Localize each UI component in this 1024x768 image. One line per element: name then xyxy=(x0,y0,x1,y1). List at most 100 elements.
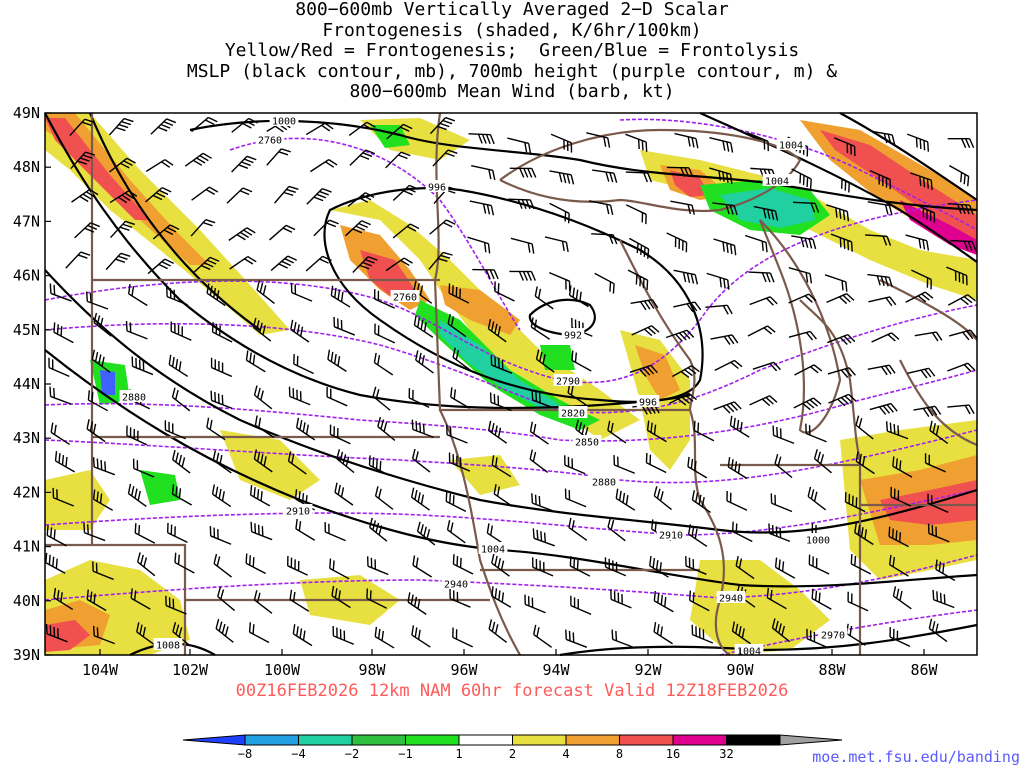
wind-barb xyxy=(209,526,232,545)
wind-barb xyxy=(136,552,156,577)
wind-barb xyxy=(125,320,148,340)
wind-barb xyxy=(306,187,332,205)
colorbar-segment xyxy=(565,734,620,746)
wind-barb xyxy=(217,586,236,612)
wind-barb xyxy=(136,622,155,646)
wind-barb xyxy=(109,190,138,204)
wind-barb xyxy=(468,133,495,145)
wind-barb xyxy=(49,283,72,302)
wind-barb xyxy=(352,256,378,274)
wind-barb xyxy=(549,202,570,224)
wind-barb xyxy=(871,332,900,343)
wind-barb xyxy=(530,317,551,340)
wind-barb xyxy=(892,456,913,478)
wind-barb xyxy=(48,357,70,378)
wind-barb xyxy=(808,554,830,575)
wind-barb xyxy=(345,220,371,237)
height-label-bg xyxy=(818,628,848,640)
wind-barb xyxy=(452,347,472,372)
wind-barb xyxy=(565,629,588,648)
wind-barb xyxy=(709,167,733,185)
wind-barb xyxy=(206,417,226,441)
latitude-label: 49N xyxy=(13,104,40,122)
wind-barb xyxy=(591,233,618,245)
wind-barb xyxy=(744,234,768,253)
height-contour xyxy=(229,137,521,331)
shade-patch xyxy=(820,130,977,240)
wind-barb xyxy=(854,522,874,546)
state-border xyxy=(619,239,696,411)
height-label: 2940 xyxy=(719,594,743,605)
wind-barb xyxy=(245,350,266,373)
wind-barb xyxy=(392,184,419,201)
wind-barb xyxy=(927,523,950,543)
credit-url[interactable]: moe.met.fsu.edu/banding xyxy=(812,748,1020,766)
wind-barb xyxy=(827,333,856,345)
wind-barb xyxy=(289,589,310,612)
wind-barb xyxy=(913,203,936,223)
wind-barb xyxy=(509,167,537,178)
wind-barb xyxy=(671,365,700,379)
wind-barb xyxy=(252,317,272,342)
wind-barb xyxy=(145,186,172,203)
wind-barb xyxy=(329,558,350,580)
state-border xyxy=(439,409,521,656)
colorbar-label: 16 xyxy=(666,747,680,761)
wind-barb xyxy=(531,390,554,409)
wind-barb xyxy=(645,452,667,474)
wind-barb xyxy=(212,450,232,474)
title-line-2: Frontogenesis (shaded, K/6hr/100km) xyxy=(322,19,702,41)
wind-barb xyxy=(313,219,339,237)
wind-barb xyxy=(892,586,912,610)
wind-barb xyxy=(534,286,554,310)
height-label: 2850 xyxy=(575,438,599,449)
wind-barb xyxy=(329,424,351,445)
mslp-contour xyxy=(44,112,691,410)
wind-barb xyxy=(946,266,968,286)
height-label-bg xyxy=(558,406,588,418)
latitude-label: 44N xyxy=(13,375,40,393)
wind-barb xyxy=(670,200,696,215)
height-label-bg xyxy=(441,577,471,589)
mslp-label: 992 xyxy=(564,331,582,342)
mslp-label: 996 xyxy=(428,183,446,194)
wind-barb xyxy=(49,386,72,405)
wind-barb xyxy=(416,521,436,546)
wind-barb xyxy=(691,490,711,514)
wind-barb xyxy=(753,205,779,221)
latitude-label: 42N xyxy=(13,483,40,501)
height-label-bg xyxy=(119,390,149,402)
wind-barb xyxy=(729,415,750,438)
wind-barb xyxy=(611,629,634,648)
wind-barb xyxy=(950,239,977,252)
wind-barb xyxy=(290,282,313,302)
wind-barb xyxy=(54,451,75,473)
wind-barb xyxy=(166,286,188,306)
wind-barb xyxy=(531,493,554,512)
wind-barb xyxy=(731,521,753,543)
wind-barb xyxy=(885,421,909,440)
colorbar-label: 8 xyxy=(616,747,623,761)
wind-barb xyxy=(452,627,473,648)
shade-patch xyxy=(220,430,320,500)
wind-barb xyxy=(333,316,356,336)
wind-barb xyxy=(432,149,458,167)
wind-barb xyxy=(53,322,74,344)
wind-barb xyxy=(369,517,388,542)
wind-barb xyxy=(913,405,942,417)
colorbar-label: −8 xyxy=(238,747,252,761)
wind-barb xyxy=(411,448,431,473)
wind-barb xyxy=(91,349,111,373)
wind-barb xyxy=(248,622,270,644)
wind-barb xyxy=(366,556,389,576)
wind-barb xyxy=(108,117,134,136)
latitude-label: 45N xyxy=(13,321,40,339)
wind-barb xyxy=(408,388,430,408)
mslp-label-bg xyxy=(734,644,764,656)
wind-barb xyxy=(625,204,647,225)
wind-barb xyxy=(788,293,817,304)
longitude-label: 92W xyxy=(634,661,662,679)
wind-barb xyxy=(69,118,95,136)
wind-barb xyxy=(646,420,667,443)
wind-barb xyxy=(569,556,591,577)
